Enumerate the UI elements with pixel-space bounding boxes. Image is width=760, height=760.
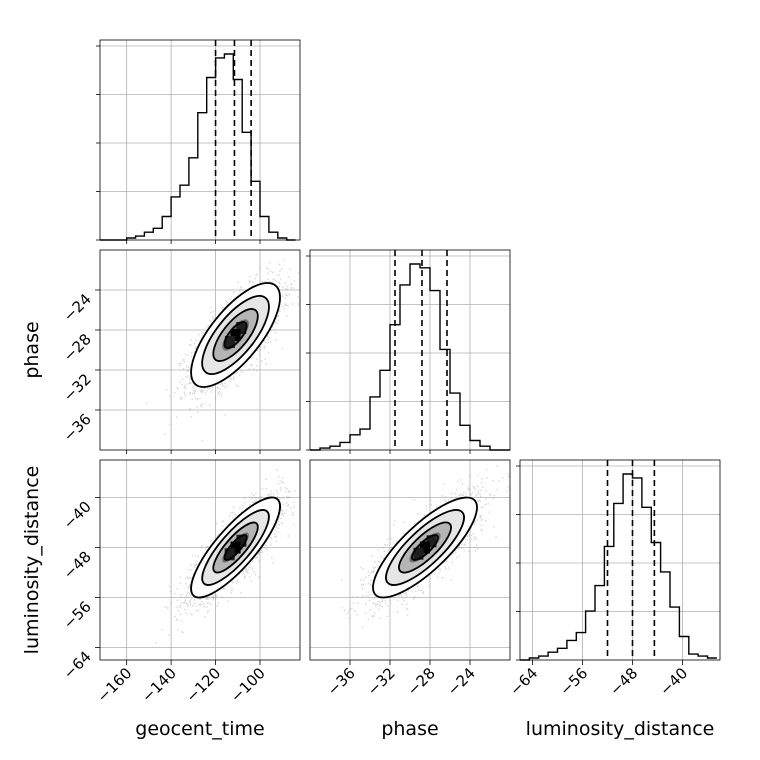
contour-line [411,534,439,561]
density-layer [191,282,477,598]
density-block [426,535,437,548]
grid-layer [100,40,720,660]
x-axis-label-luminosity_distance: luminosity_distance [526,718,715,740]
density-block [236,534,247,547]
x-tick-label: −160 [94,664,136,706]
contour-line [212,521,259,574]
contour-line [201,295,270,375]
histogram-geocent_time [100,53,296,241]
y-tick-label: −24 [60,290,95,325]
x-tick-label: −64 [506,664,541,699]
x-tick-label: −56 [556,664,591,699]
x-tick-label: −24 [444,664,479,699]
tick-layer [95,45,683,665]
contour-line [223,321,248,349]
axes-frame [99,39,301,241]
density-block [230,541,241,554]
contour-line [201,509,270,586]
contour-line [223,534,248,561]
y-tick-label: −64 [60,648,95,683]
axes-frame [309,459,511,661]
x-tick-label: −28 [404,664,439,699]
contour-line [190,496,281,599]
histogram-luminosity_distance [520,473,717,661]
axes-frame [519,459,721,661]
x-axis-label-geocent_time: geocent_time [135,718,264,740]
density-block [420,541,430,554]
density-block [224,336,235,349]
y-tick-label: −48 [60,548,95,583]
x-tick-label: −48 [606,664,641,699]
x-tick-label: −140 [138,664,180,706]
y-axis-label-phase: phase [21,321,43,378]
y-tick-label: −32 [60,370,95,405]
density-block [230,329,241,341]
x-tick-label: −100 [227,664,269,706]
contour-and-quantile-layer [190,40,656,660]
x-tick-label: −120 [183,664,225,706]
x-tick-label: −32 [364,664,399,699]
y-tick-label: −40 [60,498,95,533]
axes-frame [99,249,301,451]
x-axis-label-phase: phase [381,718,438,740]
axes-frame [99,459,301,661]
contour-line [385,509,465,586]
density-block [236,321,247,334]
contour-line [398,521,452,574]
y-tick-label: −56 [60,598,95,633]
axes-frame [309,249,511,451]
density-block [224,548,235,561]
x-tick-label: −40 [656,664,691,699]
x-tick-label: −36 [324,664,359,699]
y-tick-label: −36 [60,410,95,445]
density-block [413,547,424,560]
contour-line [372,496,478,599]
contour-line [190,282,281,388]
histogram-phase [310,263,510,451]
y-axis-label-luminosity_distance: luminosity_distance [21,466,43,655]
axes-frame-layer [99,39,721,661]
histogram-layer [100,53,717,661]
contour-line [212,308,259,362]
y-tick-label: −28 [60,330,95,365]
